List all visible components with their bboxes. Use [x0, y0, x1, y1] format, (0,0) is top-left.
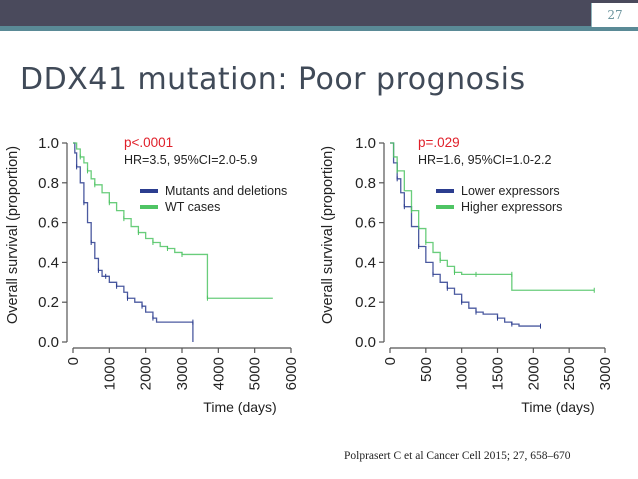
top-bar: [0, 0, 638, 26]
chart-left-xtick-label: 6000: [283, 357, 300, 390]
slide-title: DDX41 mutation: Poor prognosis: [20, 62, 526, 97]
page-number: 27: [591, 3, 638, 27]
chart-left-series-high-line: [73, 142, 273, 299]
chart-left-legend-label: WT cases: [165, 200, 220, 214]
chart-left-xtick-label: 3000: [174, 357, 191, 390]
chart-left-hazard-ratio: HR=3.5, 95%CI=2.0-5.9: [124, 153, 257, 167]
chart-left-ytick-label: 0.0: [38, 334, 59, 351]
chart-left-ytick-label: 0.2: [38, 294, 59, 311]
chart-right-ytick-label: 0.4: [355, 254, 376, 271]
chart-left-ytick-label: 1.0: [38, 135, 59, 152]
chart-right-xlabel: Time (days): [521, 399, 594, 415]
chart-left-xtick-label: 0: [65, 357, 82, 365]
chart-left-ytick-label: 0.4: [38, 254, 59, 271]
chart-left-ylabel: Overall survival (proportion): [5, 146, 21, 324]
chart-right-xtick-label: 2000: [525, 357, 542, 390]
km-chart-right: 0.0 0.2 0.4 0.6 0.8 1.0 0 500 1000 1500 2000 2500 30…: [320, 135, 614, 415]
citation: Polprasert C et al Cancer Cell 2015; 27,…: [344, 450, 571, 462]
chart-left-pvalue: p<.0001: [124, 135, 173, 150]
chart-left-legend-label: Mutants and deletions: [165, 184, 287, 198]
chart-right-xtick-label: 0: [382, 357, 399, 365]
chart-left-xtick-label: 4000: [210, 357, 227, 390]
chart-right-series-high-line: [390, 142, 595, 291]
chart-right-legend-label: Higher expressors: [461, 200, 562, 214]
chart-right-ytick-label: 0.8: [355, 175, 376, 192]
chart-right-xtick-label: 1000: [454, 357, 471, 390]
chart-left-ytick-label: 0.8: [38, 175, 59, 192]
chart-right-xtick-label: 3000: [597, 357, 614, 390]
chart-left-xlabel: Time (days): [203, 399, 276, 415]
chart-right-ytick-label: 0.0: [355, 334, 376, 351]
chart-right-xtick-label: 2500: [561, 357, 578, 390]
chart-left-xtick-label: 5000: [247, 357, 264, 390]
chart-left-series-low-line: [73, 142, 194, 342]
accent-stripe: [0, 26, 638, 31]
chart-right-hazard-ratio: HR=1.6, 95%CI=1.0-2.2: [418, 153, 551, 167]
chart-right-legend-label: Lower expressors: [461, 184, 560, 198]
chart-left-xtick-label: 2000: [138, 357, 155, 390]
chart-right-pvalue: p=.029: [418, 135, 460, 150]
chart-right-ytick-label: 1.0: [355, 135, 376, 152]
chart-right-ylabel: Overall survival (proportion): [320, 146, 336, 324]
chart-right-series-low-line: [390, 142, 541, 327]
chart-left-ytick-label: 0.6: [38, 215, 59, 232]
km-chart-left: 0.0 0.2 0.4 0.6 0.8 1.0 0 1000 2000 3000 4000 5000 6…: [5, 135, 300, 415]
chart-right-xtick-label: 1500: [490, 357, 507, 390]
chart-right-xtick-label: 500: [418, 357, 435, 382]
chart-right-ytick-label: 0.2: [355, 294, 376, 311]
chart-left-xtick-label: 1000: [101, 357, 118, 390]
chart-right-ytick-label: 0.6: [355, 215, 376, 232]
